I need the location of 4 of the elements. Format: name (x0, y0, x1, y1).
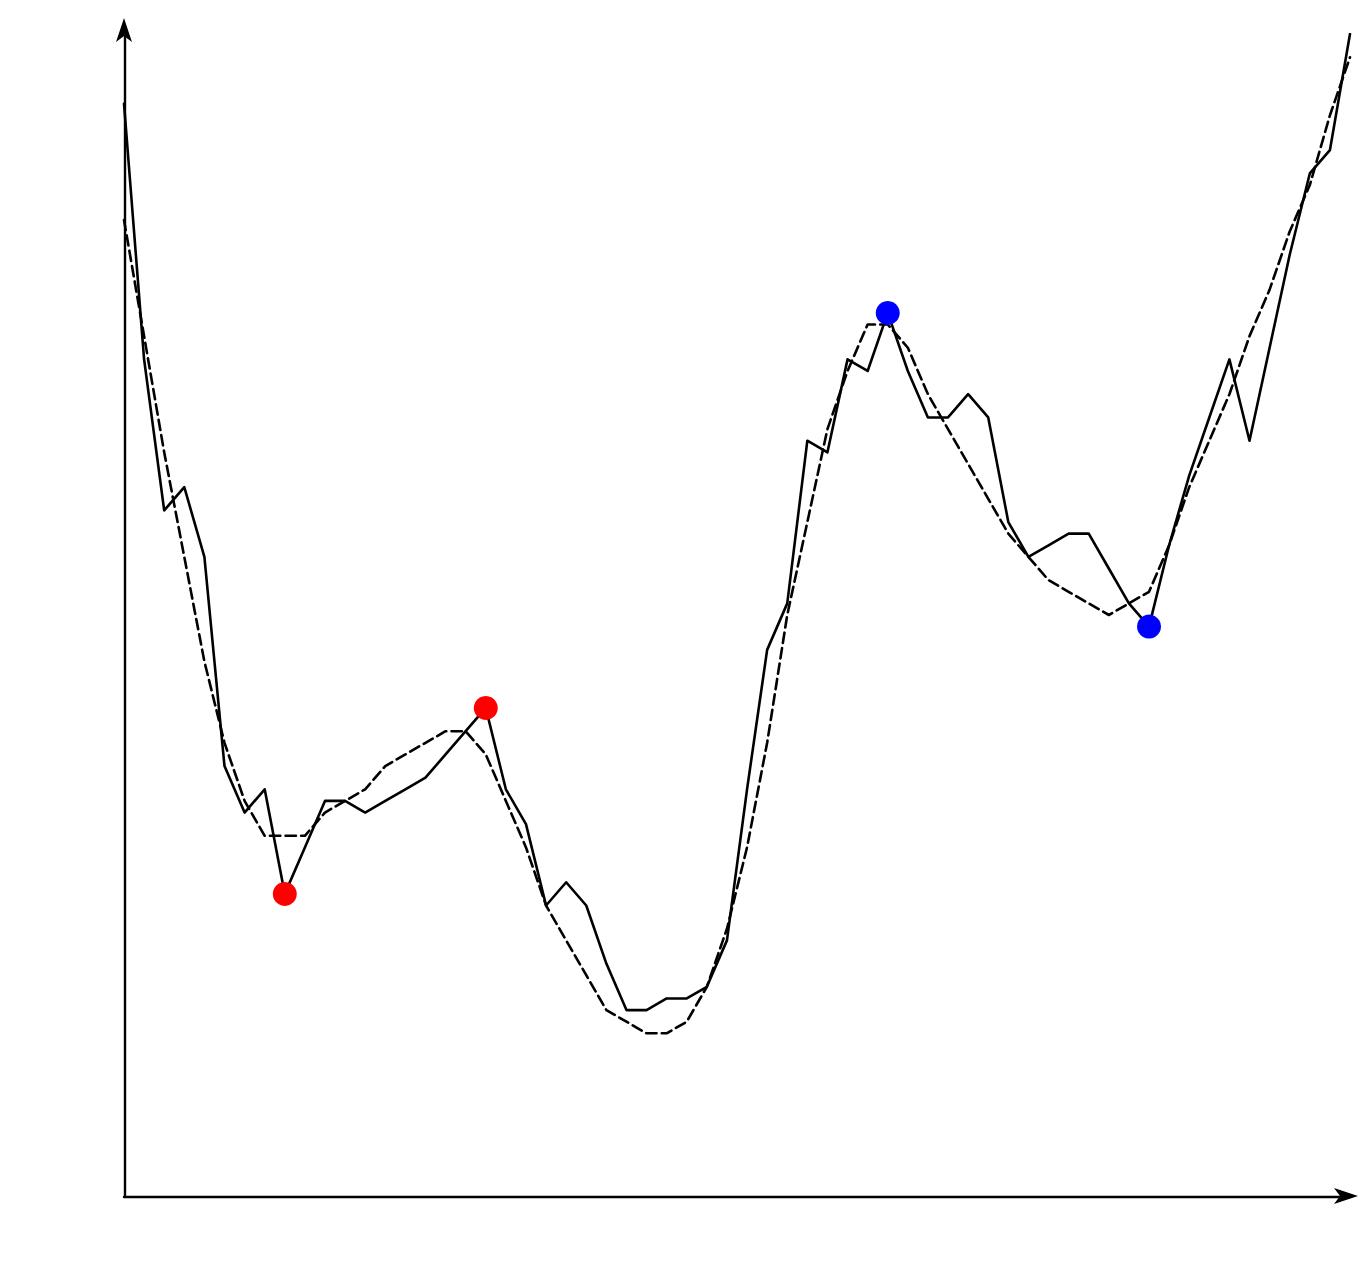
point (473, 695, 498, 720)
point (272, 881, 297, 906)
point (1137, 614, 1162, 639)
point (875, 300, 900, 325)
